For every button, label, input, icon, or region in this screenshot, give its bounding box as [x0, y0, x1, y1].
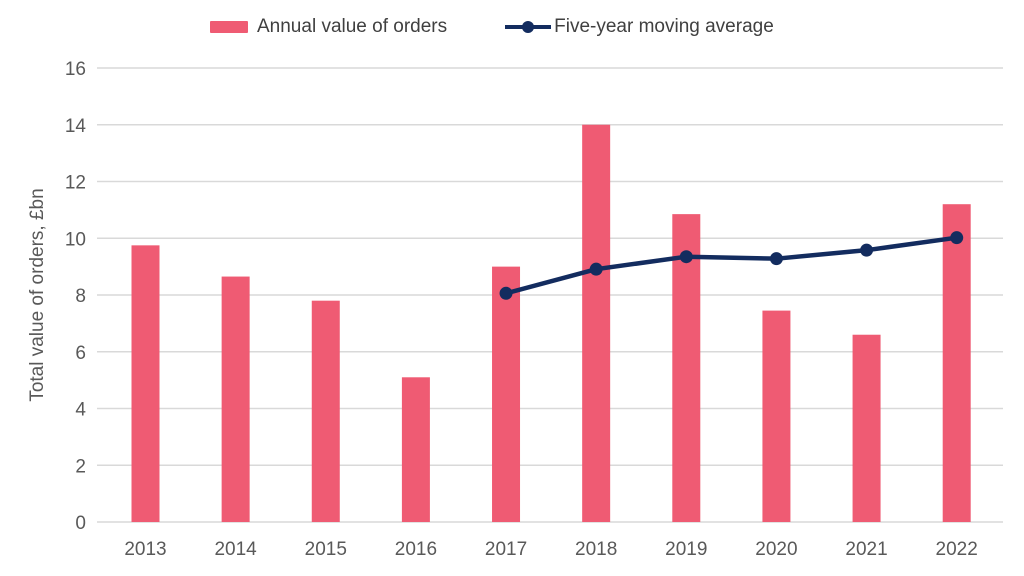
y-tick-label-6: 6	[75, 343, 86, 364]
y-tick-label-0: 0	[75, 513, 86, 534]
y-tick-label-16: 16	[65, 59, 86, 80]
x-tick-label-2014: 2014	[214, 539, 257, 560]
y-tick-label-12: 12	[65, 173, 86, 194]
bar-2016	[401, 377, 430, 522]
moving-average-point-2021	[860, 243, 874, 257]
x-tick-label-2022: 2022	[936, 539, 978, 560]
legend-label-bars: Annual value of orders	[257, 16, 448, 37]
bar-series-swatch	[210, 21, 248, 33]
x-tick-label-2021: 2021	[845, 539, 887, 560]
y-tick-label-10: 10	[65, 229, 86, 250]
bar-2013	[131, 245, 160, 522]
bar-2019	[672, 214, 701, 522]
x-tick-label-2018: 2018	[575, 539, 617, 560]
y-axis-title: Total value of orders, £bn	[27, 188, 48, 402]
bar-2017	[492, 266, 521, 522]
x-tick-label-2013: 2013	[124, 539, 166, 560]
moving-average-point-2019	[679, 250, 693, 264]
moving-average-point-2018	[589, 262, 603, 276]
y-tick-label-8: 8	[75, 286, 86, 307]
moving-average-point-2020	[769, 252, 783, 266]
moving-average-point-2022	[950, 231, 964, 245]
x-tick-label-2016: 2016	[395, 539, 437, 560]
legend-label-line: Five-year moving average	[554, 16, 774, 37]
x-tick-label-2019: 2019	[665, 539, 707, 560]
y-tick-label-2: 2	[75, 456, 86, 477]
bar-2018	[582, 124, 611, 522]
y-tick-label-4: 4	[75, 400, 86, 421]
legend-item-line: Five-year moving average	[505, 16, 774, 38]
x-tick-label-2015: 2015	[305, 539, 347, 560]
bar-2015	[311, 300, 340, 522]
y-tick-label-14: 14	[65, 116, 87, 137]
line-swatch-dot	[522, 21, 535, 33]
bar-2020	[762, 310, 791, 522]
legend-item-bars: Annual value of orders	[210, 16, 447, 38]
chart-legend: Annual value of orders Five-year moving …	[210, 15, 774, 39]
bar-2021	[852, 334, 881, 522]
x-tick-label-2017: 2017	[485, 539, 527, 560]
bar-2022	[942, 204, 971, 522]
bar-2014	[221, 276, 250, 522]
moving-average-line	[503, 235, 959, 296]
moving-average-point-2017	[499, 286, 513, 300]
x-tick-label-2020: 2020	[755, 539, 797, 560]
line-series-swatch	[505, 20, 552, 34]
